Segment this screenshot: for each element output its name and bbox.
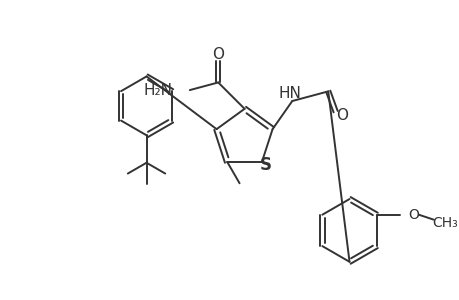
Text: H₂N: H₂N: [143, 82, 172, 98]
Text: CH₃: CH₃: [431, 216, 457, 230]
Text: O: O: [336, 108, 348, 123]
Text: HN: HN: [278, 86, 301, 101]
Text: O: O: [212, 46, 224, 62]
Text: S: S: [259, 156, 271, 174]
Text: O: O: [408, 208, 419, 222]
